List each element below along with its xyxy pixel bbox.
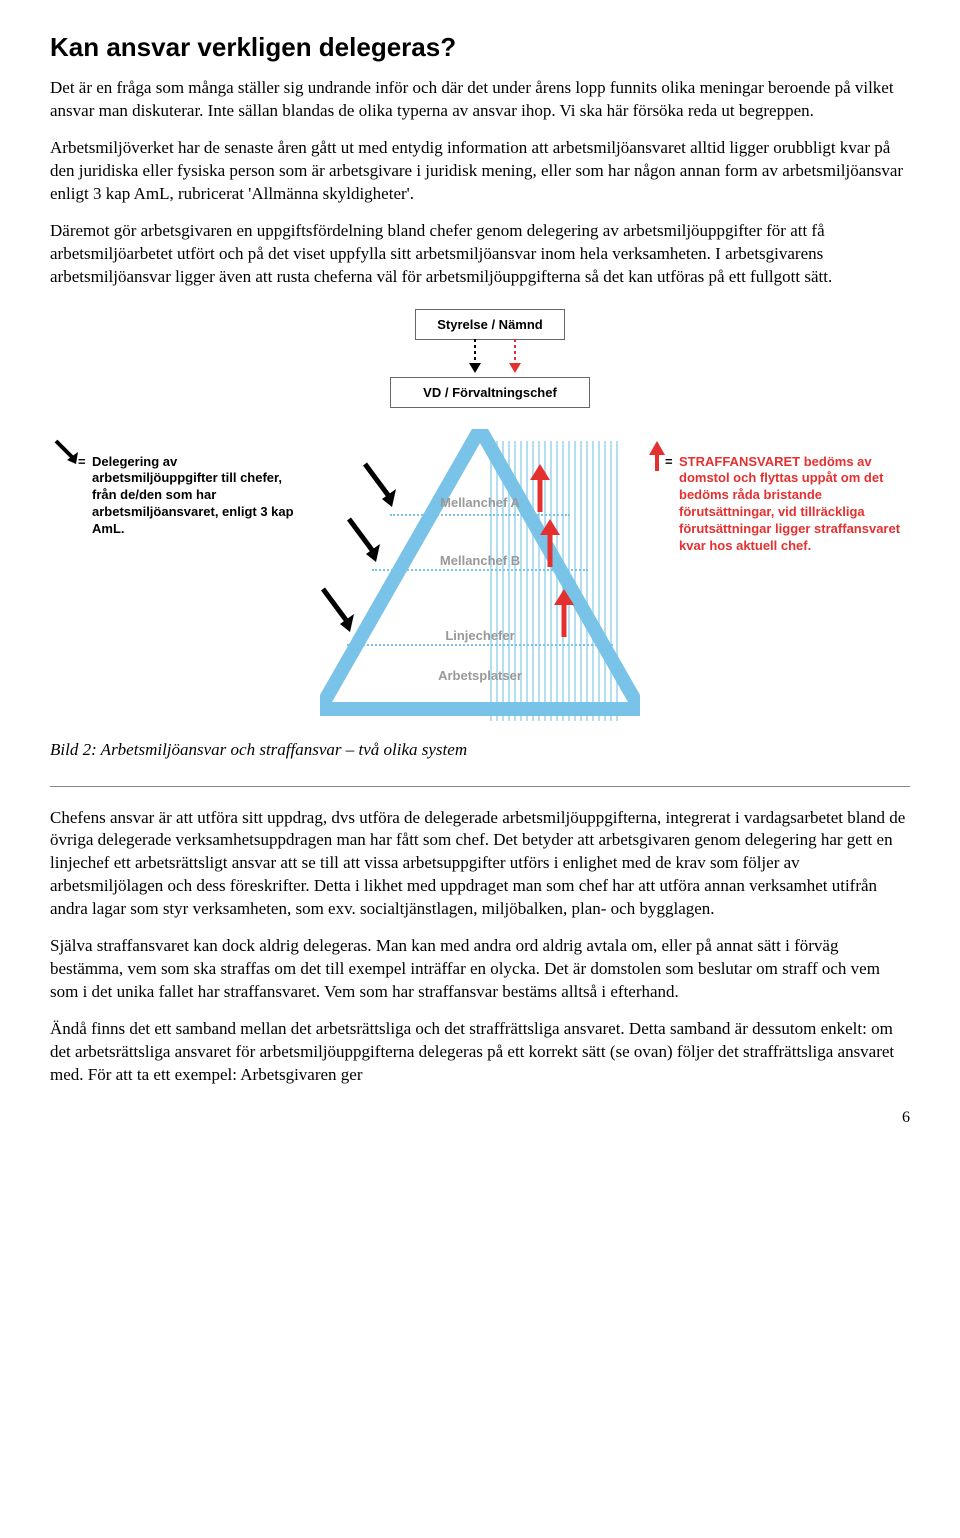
paragraph-3: Däremot gör arbetsgivaren en uppgiftsför…: [50, 220, 910, 289]
legend-right-eq: =: [665, 454, 673, 471]
figure-caption: Bild 2: Arbetsmiljöansvar och straffansv…: [50, 739, 910, 762]
label-arbetsplatser: Arbetsplatser: [420, 667, 540, 685]
red-arrow-2-icon: [538, 519, 562, 569]
box-styrelse: Styrelse / Nämnd: [415, 309, 565, 341]
legend-left-text: Delegering av arbetsmiljöuppgifter till …: [92, 454, 295, 538]
legend-left-eq: =: [78, 454, 86, 471]
page-heading: Kan ansvar verkligen delegeras?: [50, 30, 910, 65]
paragraph-2: Arbetsmiljöverket har de senaste åren gå…: [50, 137, 910, 206]
red-arrow-1-icon: [528, 464, 552, 514]
black-arrow-3-icon: [318, 584, 358, 634]
dotted-arrow-left-icon: [465, 339, 485, 375]
diagram: Styrelse / Nämnd VD / Förvaltningschef M…: [50, 309, 910, 729]
paragraph-4: Chefens ansvar är att utföra sitt uppdra…: [50, 807, 910, 922]
legend-left: = Delegering av arbetsmiljöuppgifter til…: [50, 454, 295, 538]
label-mellanchef-a: Mellanchef A: [420, 494, 540, 512]
box-vd: VD / Förvaltningschef: [390, 377, 590, 409]
paragraph-6: Ändå finns det ett samband mellan det ar…: [50, 1018, 910, 1087]
paragraph-5: Själva straffansvaret kan dock aldrig de…: [50, 935, 910, 1004]
red-arrow-3-icon: [552, 589, 576, 639]
black-arrow-2-icon: [344, 514, 384, 564]
legend-right-text: STRAFFANSVARET bedöms av domstol och fly…: [679, 454, 910, 555]
page-number: 6: [50, 1107, 910, 1129]
dotted-arrow-right-icon: [505, 339, 525, 375]
divider: [50, 786, 910, 787]
level-line-1: [390, 514, 570, 516]
label-mellanchef-b: Mellanchef B: [420, 552, 540, 570]
label-linjechefer: Linjechefer: [420, 627, 540, 645]
legend-right: = STRAFFANSVARET bedöms av domstol och f…: [665, 454, 910, 555]
paragraph-1: Det är en fråga som många ställer sig un…: [50, 77, 910, 123]
black-arrow-1-icon: [360, 459, 400, 509]
